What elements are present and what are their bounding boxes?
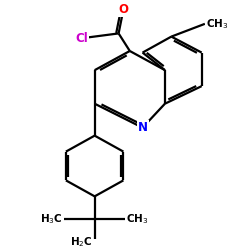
Text: CH$_3$: CH$_3$ (206, 17, 229, 31)
Text: Cl: Cl (76, 32, 88, 45)
Text: CH$_3$: CH$_3$ (126, 212, 149, 226)
Text: O: O (118, 3, 128, 16)
Text: N: N (138, 121, 147, 134)
Text: H$_3$C: H$_3$C (40, 212, 63, 226)
Text: H$_2$C: H$_2$C (70, 235, 92, 249)
